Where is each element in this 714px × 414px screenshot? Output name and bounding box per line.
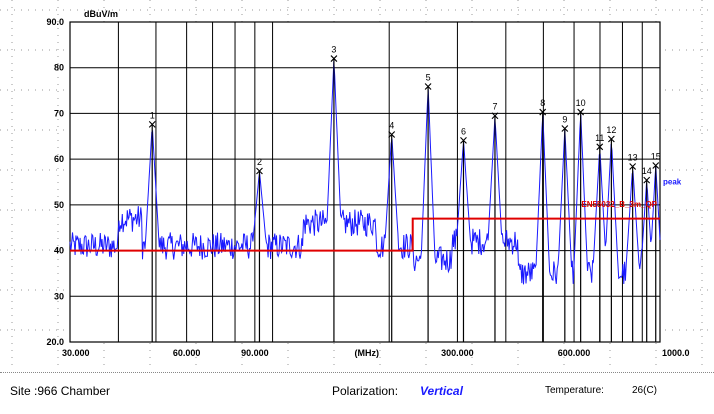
marker-14-label: 14 xyxy=(642,166,652,176)
y-tick-label: 80 xyxy=(54,63,64,73)
marker-15-cross xyxy=(652,162,660,169)
polarization-label: Polarization: xyxy=(332,384,399,398)
limit-line-label: EN55032_B_3m_QP xyxy=(581,200,657,209)
series-label: peak xyxy=(663,177,682,186)
marker-4-label: 4 xyxy=(389,120,394,130)
marker-9-label: 9 xyxy=(562,115,567,125)
y-tick-label: 90.0 xyxy=(46,17,64,27)
temperature-value: 26(C) xyxy=(632,385,658,396)
peak-trace xyxy=(69,61,661,285)
plot-area xyxy=(69,21,661,343)
chart-svg: 90.0 80 70 60 50 40 30 20.0 dBuV/m 30.000 60.000 90… xyxy=(0,0,714,370)
marker-6-label: 6 xyxy=(461,126,466,136)
marker-15-label: 15 xyxy=(651,152,661,162)
marker-12-label: 12 xyxy=(606,125,616,135)
y-axis-unit: dBuV/m xyxy=(84,9,118,19)
marker-7-label: 7 xyxy=(492,102,497,112)
footer-bar: Site :966 Chamber Polarization: Vertical… xyxy=(0,372,714,412)
x-tick-label: 30.000 xyxy=(62,348,90,358)
marker-11-cross xyxy=(596,143,604,151)
marker-14-cross xyxy=(643,176,651,184)
footer-divider xyxy=(0,372,714,373)
x-tick-label: 60.000 xyxy=(173,348,201,358)
y-tick-label: 50 xyxy=(54,200,64,210)
marker-4-cross xyxy=(388,131,396,138)
marker-1-cross xyxy=(148,121,156,128)
marker-10-label: 10 xyxy=(576,98,586,108)
x-tick-label: 300.000 xyxy=(441,348,474,358)
marker-2-cross xyxy=(256,167,263,175)
marker-2-label: 2 xyxy=(257,157,262,167)
marker-13-cross xyxy=(629,163,637,170)
emission-chart: 90.0 80 70 60 50 40 30 20.0 dBuV/m 30.000 60.000 90… xyxy=(0,0,714,370)
y-tick-label: 20.0 xyxy=(46,337,64,347)
marker-10-cross xyxy=(577,108,585,116)
marker-8-label: 8 xyxy=(540,98,545,108)
marker-9-cross xyxy=(561,125,569,132)
marker-6-cross xyxy=(460,137,467,144)
y-tick-label: 60 xyxy=(54,154,64,164)
marker-5-cross xyxy=(424,83,432,90)
marker-7-cross xyxy=(491,112,499,120)
marker-8-cross xyxy=(539,108,547,116)
y-tick-label: 70 xyxy=(54,108,64,118)
marker-11-label: 11 xyxy=(595,133,604,143)
x-axis-unit: (MHz) xyxy=(354,348,379,358)
marker-1-label: 1 xyxy=(150,110,155,120)
marker-5-label: 5 xyxy=(426,72,431,82)
x-tick-label: 600.000 xyxy=(558,348,591,358)
site-label: Site :966 Chamber xyxy=(10,384,111,398)
polarization-value: Vertical xyxy=(420,384,463,398)
marker-12-cross xyxy=(607,135,615,143)
marker-3-label: 3 xyxy=(331,45,336,55)
x-tick-label: 1000.0 xyxy=(662,348,690,358)
marker-3-cross xyxy=(330,55,338,62)
temperature-label: Temperature: xyxy=(545,385,604,396)
limit-line xyxy=(70,217,660,252)
marker-13-label: 13 xyxy=(628,152,638,162)
y-tick-label: 30 xyxy=(54,291,64,301)
y-tick-label: 40 xyxy=(54,246,64,256)
x-tick-label: 90.000 xyxy=(241,348,269,358)
